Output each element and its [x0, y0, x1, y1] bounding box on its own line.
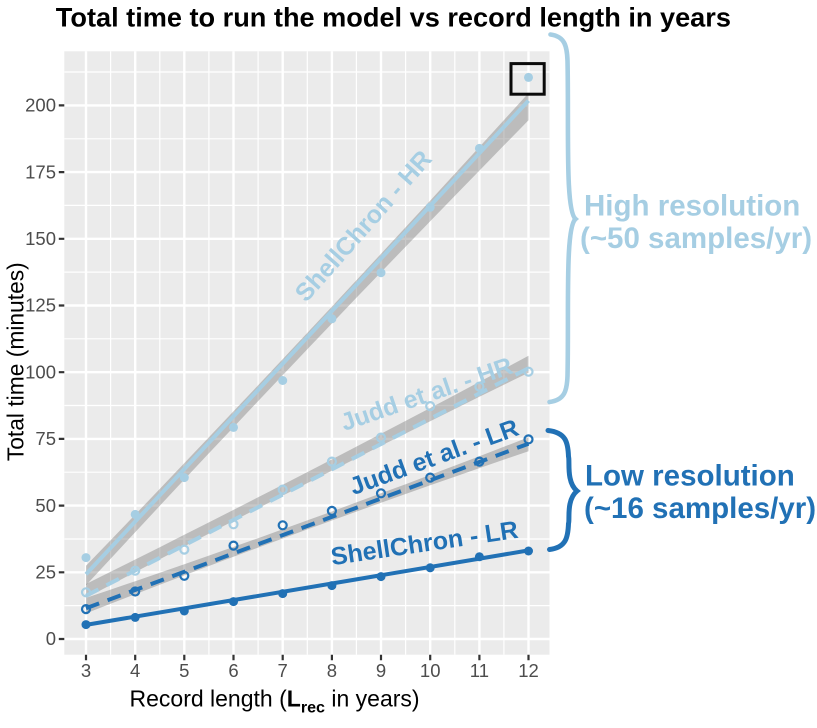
svg-text:75: 75: [35, 428, 56, 449]
svg-text:10: 10: [420, 660, 441, 681]
svg-text:25: 25: [35, 562, 56, 583]
svg-text:High resolution: High resolution: [584, 190, 800, 223]
svg-text:175: 175: [25, 161, 56, 182]
svg-text:150: 150: [25, 228, 56, 249]
svg-text:50: 50: [35, 495, 56, 516]
svg-text:3: 3: [81, 660, 91, 681]
svg-text:6: 6: [228, 660, 238, 681]
svg-text:5: 5: [179, 660, 189, 681]
svg-text:Total time to run the model vs: Total time to run the model vs record le…: [56, 2, 731, 33]
svg-text:4: 4: [130, 660, 140, 681]
svg-text:9: 9: [376, 660, 386, 681]
svg-text:8: 8: [327, 660, 337, 681]
svg-text:200: 200: [25, 95, 56, 116]
svg-text:100: 100: [25, 361, 56, 382]
svg-text:(~50 samples/yr): (~50 samples/yr): [580, 222, 812, 255]
svg-text:0: 0: [46, 628, 56, 649]
svg-text:12: 12: [518, 660, 539, 681]
svg-text:11: 11: [470, 660, 489, 681]
svg-text:125: 125: [25, 295, 56, 316]
svg-text:(~16 samples/yr): (~16 samples/yr): [584, 492, 816, 525]
svg-text:Low resolution: Low resolution: [585, 460, 795, 493]
svg-text:Total time (minutes): Total time (minutes): [3, 262, 29, 461]
svg-text:7: 7: [278, 660, 288, 681]
